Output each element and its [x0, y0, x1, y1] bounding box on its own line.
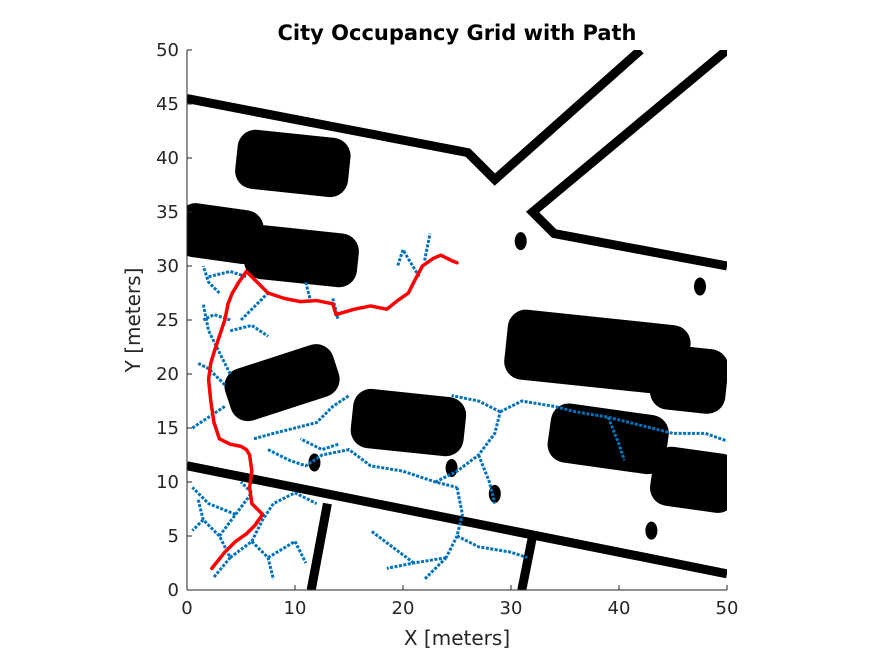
y-tick-label: 10	[156, 472, 179, 493]
obstacle-block-1	[187, 203, 264, 265]
tree-branch-28	[423, 233, 432, 261]
y-tick-label: 25	[156, 310, 179, 331]
obstacle-block-8	[650, 345, 727, 414]
x-tick-label: 50	[716, 598, 739, 619]
wall-segment-1	[525, 50, 727, 271]
tree-branch-14	[369, 529, 415, 565]
obstacle-blob-0	[514, 232, 527, 251]
y-tick-label: 30	[156, 256, 179, 277]
chart-title: City Occupancy Grid with Path	[278, 21, 637, 45]
tree-branch-3	[267, 539, 308, 564]
planned-path-line	[206, 253, 459, 571]
wall-segment-4	[517, 535, 538, 590]
tree-branch-20	[201, 303, 232, 375]
tree-branch-10	[477, 454, 497, 504]
obstacle-block-4	[350, 388, 467, 457]
x-tick-label: 10	[284, 598, 307, 619]
tree-branch-17	[499, 399, 727, 443]
plot-area	[187, 50, 727, 590]
y-axis-label: Y [meters]	[121, 268, 145, 374]
x-tick-label: 30	[500, 598, 523, 619]
search-tree-layer	[191, 233, 727, 581]
tree-branch-19	[451, 394, 501, 414]
y-tick-label: 15	[156, 418, 179, 439]
tree-branch-26	[191, 405, 226, 430]
axes	[186, 49, 728, 591]
y-tick-label: 20	[156, 364, 179, 385]
obstacle-block-3	[224, 344, 340, 422]
tree-branch-22	[239, 291, 270, 322]
tree-branch-12	[456, 534, 528, 560]
tree-branch-2	[250, 540, 275, 580]
tree-branch-16	[299, 437, 339, 452]
tree-branch-15	[423, 556, 448, 581]
obstacle-block-5	[547, 403, 669, 475]
obstacle-block-7	[504, 309, 691, 396]
tree-branch-24	[201, 265, 221, 295]
tick-labels: 0 10 20 30 40 50 0 5 10 15 20 25 30 35 40 45 50	[156, 40, 738, 619]
y-tick-label: 40	[156, 148, 179, 169]
x-tick-label: 0	[181, 598, 192, 619]
tree-branch-6	[191, 486, 237, 516]
obstacle-block-0	[235, 129, 351, 198]
tree-branch-13	[386, 556, 447, 570]
tree-branch-29	[396, 248, 421, 278]
tree-branch-23	[208, 269, 247, 279]
y-tick-label: 35	[156, 202, 179, 223]
tree-branch-18	[606, 416, 626, 461]
obstacle-blob-5	[645, 521, 658, 540]
x-axis-label: X [meters]	[404, 626, 510, 650]
obstacle-block-2	[244, 225, 359, 288]
tree-branch-4	[218, 480, 254, 537]
x-tick-label: 40	[608, 598, 631, 619]
obstacle-blob-1	[694, 277, 706, 296]
obstacle-block-6	[650, 446, 727, 513]
tree-branch-5	[191, 518, 205, 532]
y-tick-label: 5	[168, 526, 179, 547]
y-tick-label: 50	[156, 40, 179, 61]
obstacle-blob-4	[488, 484, 501, 503]
wall-segment-2	[187, 461, 727, 579]
tree-branch-11	[444, 487, 464, 559]
y-tick-label: 45	[156, 94, 179, 115]
y-tick-label: 0	[168, 580, 179, 601]
tree-branch-8	[267, 448, 458, 489]
tree-branch-7	[253, 394, 350, 441]
tree-branch-1	[229, 491, 318, 559]
tree-branch-21	[229, 323, 269, 338]
wall-segment-0	[187, 50, 644, 186]
path-layer	[206, 253, 459, 571]
x-tick-label: 20	[392, 598, 415, 619]
obstacle-layer	[187, 50, 727, 590]
wall-segment-3	[306, 502, 332, 590]
obstacle-blob-3	[445, 458, 458, 477]
